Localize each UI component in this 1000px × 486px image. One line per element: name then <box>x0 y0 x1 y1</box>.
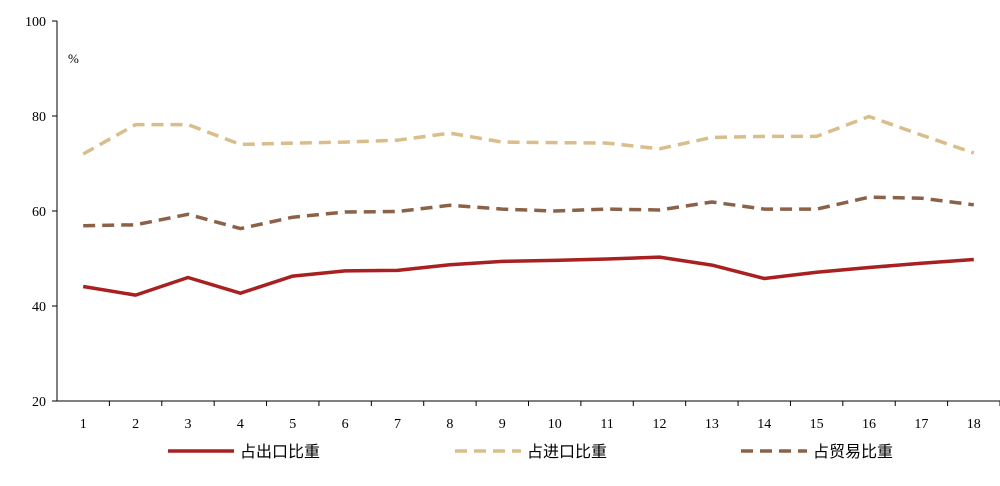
x-tick-label: 12 <box>652 417 666 432</box>
x-tick-label: 15 <box>810 417 824 432</box>
x-tick-label: 9 <box>499 417 506 432</box>
x-tick-label: 4 <box>237 417 244 432</box>
legend-label-1: 占出口比重 <box>240 442 320 461</box>
legend-label-2: 占进口比重 <box>527 442 607 461</box>
legend-label-3: 占贸易比重 <box>813 442 893 461</box>
series-line-2 <box>82 114 975 156</box>
series-lines <box>82 114 975 297</box>
legend: 占出口比重 占进口比重 占贸易比重 <box>168 442 893 461</box>
y-tick-label: 60 <box>32 205 46 220</box>
x-tick-label: 2 <box>132 417 139 432</box>
y-tick-label: 40 <box>32 300 46 315</box>
series-line-3 <box>83 195 975 231</box>
x-tick-label: 1 <box>80 417 87 432</box>
x-tick-label: 7 <box>394 417 401 432</box>
y-unit-label: % <box>68 51 79 66</box>
x-tick-label: 18 <box>967 417 981 432</box>
x-tick-label: 5 <box>289 417 296 432</box>
y-tick-label: 80 <box>32 110 46 125</box>
y-tick-label: 100 <box>25 15 46 30</box>
y-tick-label: 20 <box>32 395 46 410</box>
x-tick-label: 8 <box>446 417 453 432</box>
x-tick-label: 14 <box>757 417 771 432</box>
x-tick-label: 11 <box>600 417 613 432</box>
series-line-1 <box>82 255 974 297</box>
x-tick-label: 10 <box>548 417 562 432</box>
x-tick-label: 6 <box>342 417 349 432</box>
x-tick-label: 13 <box>705 417 719 432</box>
x-tick-label: 16 <box>862 417 876 432</box>
x-tick-label: 3 <box>184 417 191 432</box>
x-tick-label: 17 <box>914 417 928 432</box>
